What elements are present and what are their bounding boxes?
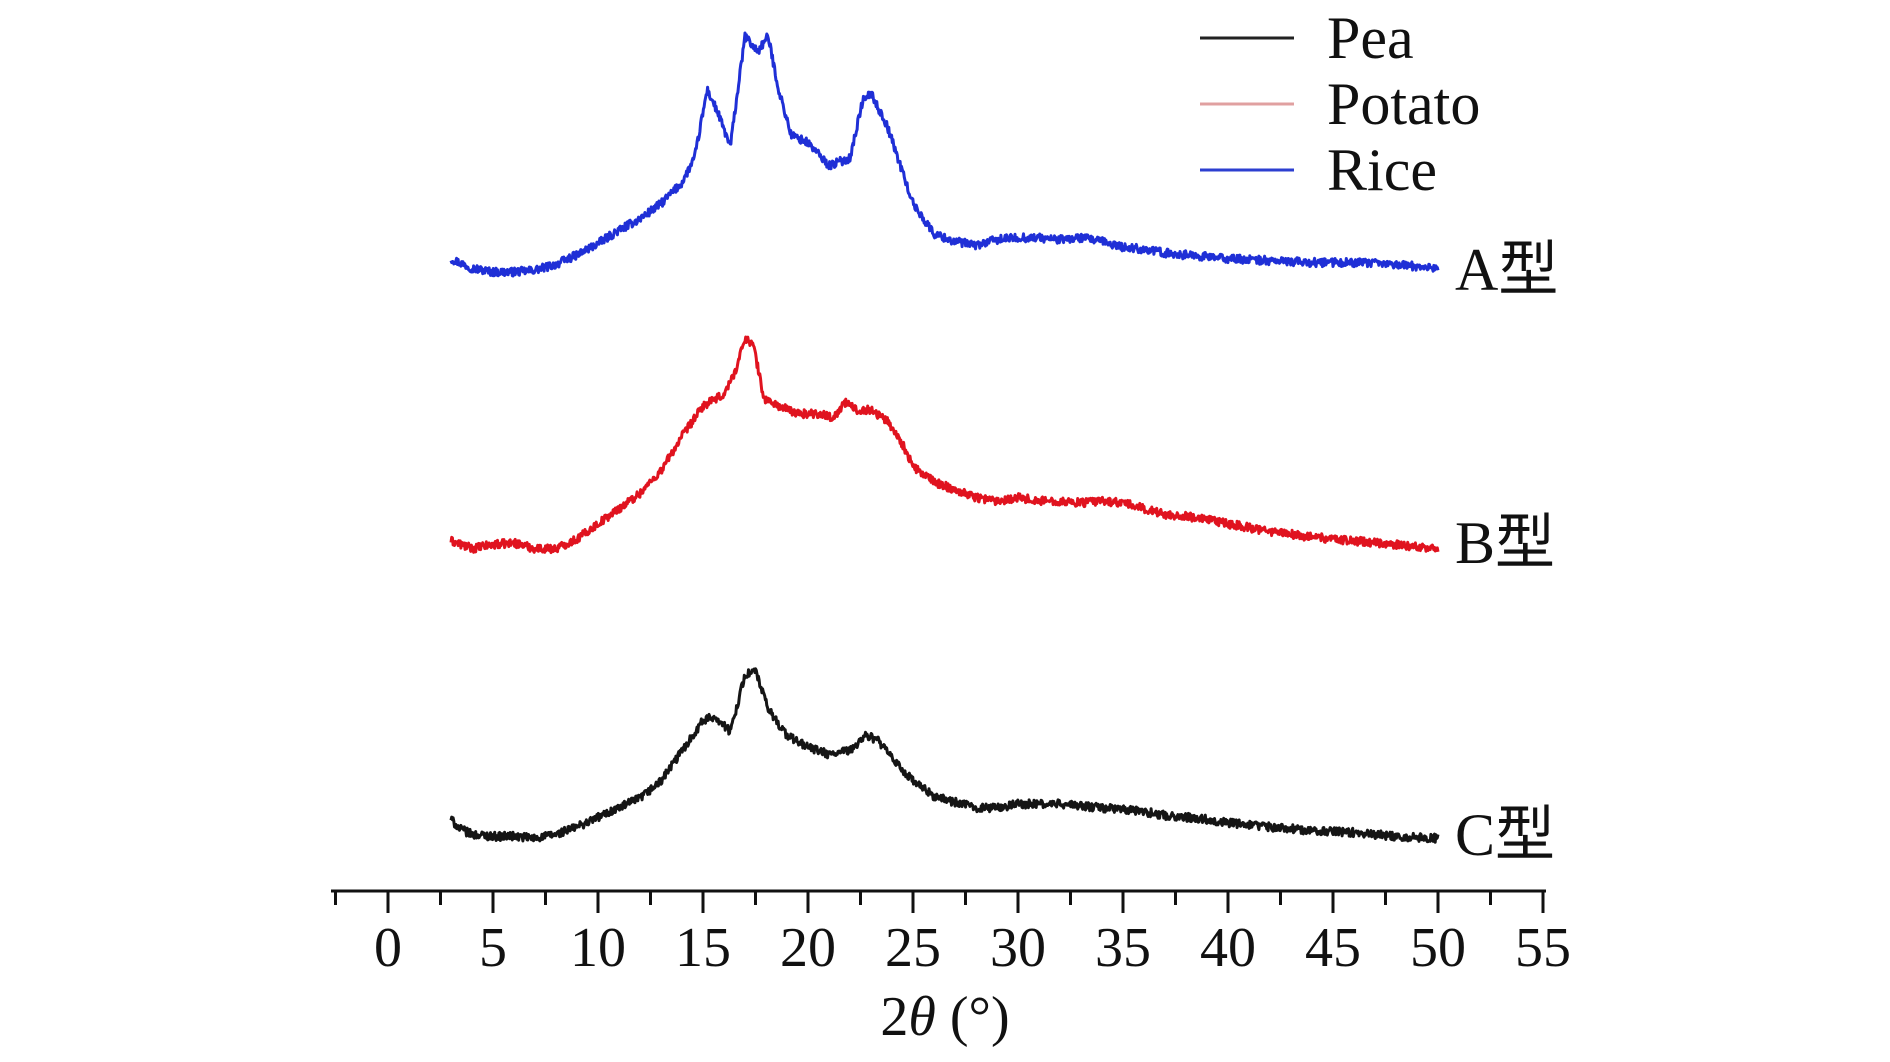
x-tick-label: 5 — [479, 917, 507, 979]
x-tick-label: 55 — [1515, 917, 1571, 979]
x-tick-label: 0 — [374, 917, 402, 979]
series-line-potato — [449, 335, 1440, 555]
legend-label-pea: Pea — [1327, 5, 1414, 71]
type-labels: A型 B型 C型 — [1455, 237, 1558, 868]
x-tick-label: 20 — [780, 917, 836, 979]
x-axis-title-prefix: 2 — [880, 986, 908, 1048]
x-axis: 0 5 10 15 20 25 30 35 40 45 50 55 2θ (°) — [331, 889, 1571, 1048]
plot-area — [449, 31, 1440, 844]
series-line-rice — [449, 31, 1440, 278]
type-label-pea: C型 — [1455, 802, 1555, 868]
x-tick-label: 50 — [1410, 917, 1466, 979]
x-ticks — [334, 891, 1545, 913]
legend-label-potato: Potato — [1327, 71, 1480, 137]
legend-label-rice: Rice — [1327, 137, 1437, 203]
x-tick-label: 15 — [675, 917, 731, 979]
x-tick-label: 10 — [570, 917, 626, 979]
type-label-potato: B型 — [1455, 510, 1555, 576]
x-tick-label: 30 — [990, 917, 1046, 979]
x-tick-labels: 0 5 10 15 20 25 30 35 40 45 50 55 — [374, 917, 1571, 979]
x-axis-title-unit: (°) — [936, 986, 1010, 1048]
x-tick-label: 40 — [1200, 917, 1256, 979]
x-tick-label: 25 — [885, 917, 941, 979]
type-label-rice: A型 — [1455, 237, 1558, 303]
x-axis-title: 2θ (°) — [880, 986, 1009, 1048]
x-axis-title-symbol: θ — [908, 986, 936, 1048]
x-tick-label: 45 — [1305, 917, 1361, 979]
x-tick-label: 35 — [1095, 917, 1151, 979]
series-line-pea — [449, 667, 1440, 844]
